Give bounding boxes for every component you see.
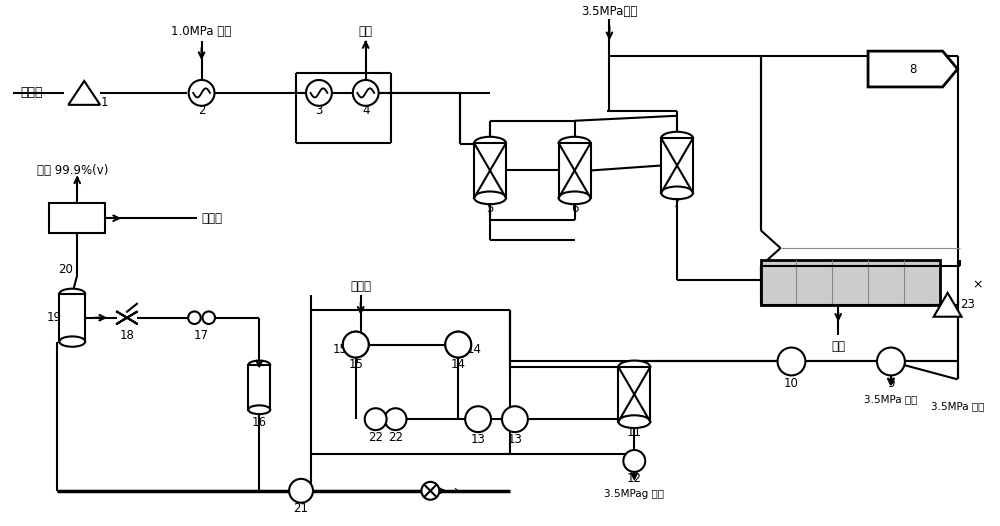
Text: 16: 16 — [252, 416, 267, 429]
Text: 10: 10 — [784, 377, 799, 390]
Circle shape — [353, 80, 379, 106]
Text: 4: 4 — [362, 104, 369, 117]
Text: ×: × — [972, 278, 983, 291]
Circle shape — [778, 348, 805, 376]
Circle shape — [343, 331, 369, 358]
Circle shape — [502, 406, 528, 432]
Text: 14: 14 — [467, 343, 482, 356]
Polygon shape — [117, 312, 137, 318]
Text: 7: 7 — [673, 197, 681, 210]
Circle shape — [445, 331, 471, 358]
Circle shape — [343, 331, 369, 358]
Circle shape — [623, 450, 645, 472]
Text: 1.0MPa 蒸汽: 1.0MPa 蒸汽 — [171, 25, 232, 38]
Circle shape — [202, 311, 215, 324]
Polygon shape — [117, 318, 137, 323]
Bar — [559, 143, 591, 198]
Ellipse shape — [474, 137, 506, 149]
Bar — [49, 204, 105, 233]
Text: 13: 13 — [507, 432, 522, 446]
Ellipse shape — [248, 406, 270, 414]
Text: 烟气: 烟气 — [359, 25, 373, 38]
Text: 3.5MPag 蒸汽: 3.5MPag 蒸汽 — [604, 489, 664, 499]
Polygon shape — [934, 293, 962, 317]
Polygon shape — [868, 51, 958, 87]
Text: 3: 3 — [315, 104, 323, 117]
Bar — [474, 143, 506, 198]
Text: 15: 15 — [348, 358, 363, 371]
Ellipse shape — [661, 132, 693, 145]
Circle shape — [465, 406, 491, 432]
Text: 12: 12 — [627, 472, 642, 485]
Text: 6: 6 — [571, 202, 578, 215]
Ellipse shape — [618, 361, 650, 373]
Text: 22: 22 — [388, 431, 403, 443]
Ellipse shape — [59, 337, 85, 347]
Text: 21: 21 — [294, 502, 309, 515]
Text: 14: 14 — [451, 358, 466, 371]
Text: →: → — [447, 484, 458, 497]
Circle shape — [445, 331, 471, 358]
Bar — [59, 294, 85, 341]
Text: 氢气 99.9%(v): 氢气 99.9%(v) — [37, 164, 108, 177]
Circle shape — [188, 311, 201, 324]
Text: 11: 11 — [627, 426, 642, 439]
Circle shape — [877, 348, 905, 376]
Text: 除氧水: 除氧水 — [350, 280, 371, 294]
Bar — [661, 138, 693, 193]
Bar — [761, 260, 940, 305]
Text: PSA: PSA — [64, 211, 91, 225]
Circle shape — [289, 479, 313, 503]
Text: 15: 15 — [332, 343, 347, 356]
Text: 3.5MPa 蒸汽: 3.5MPa 蒸汽 — [864, 394, 918, 404]
Text: 天然气: 天然气 — [21, 86, 43, 99]
Polygon shape — [68, 81, 100, 105]
Circle shape — [365, 408, 387, 430]
Circle shape — [421, 482, 439, 500]
Text: 18: 18 — [120, 329, 134, 342]
Text: 8: 8 — [909, 63, 916, 76]
Circle shape — [385, 408, 406, 430]
Text: 22: 22 — [368, 431, 383, 443]
Ellipse shape — [59, 289, 85, 299]
Text: 19: 19 — [47, 311, 62, 324]
Ellipse shape — [559, 191, 591, 204]
Ellipse shape — [618, 416, 650, 428]
Text: 17: 17 — [194, 329, 209, 342]
Circle shape — [189, 80, 215, 106]
Text: 20: 20 — [58, 264, 73, 277]
Bar — [248, 365, 270, 410]
Ellipse shape — [248, 361, 270, 369]
Text: 3.5MPa蒸汽: 3.5MPa蒸汽 — [581, 5, 638, 18]
Ellipse shape — [474, 191, 506, 204]
Text: 解吸气: 解吸气 — [202, 212, 223, 225]
Circle shape — [306, 80, 332, 106]
Text: 5: 5 — [486, 202, 494, 215]
Ellipse shape — [661, 187, 693, 199]
Text: 3.5MPa 蒸汽: 3.5MPa 蒸汽 — [931, 401, 984, 411]
Text: 1: 1 — [100, 96, 108, 109]
Ellipse shape — [559, 137, 591, 149]
Bar — [618, 367, 650, 422]
Text: 13: 13 — [471, 432, 486, 446]
Text: 23: 23 — [960, 298, 975, 311]
Text: 2: 2 — [198, 104, 205, 117]
Text: 燃料: 燃料 — [831, 340, 845, 353]
Text: 9: 9 — [887, 377, 895, 390]
